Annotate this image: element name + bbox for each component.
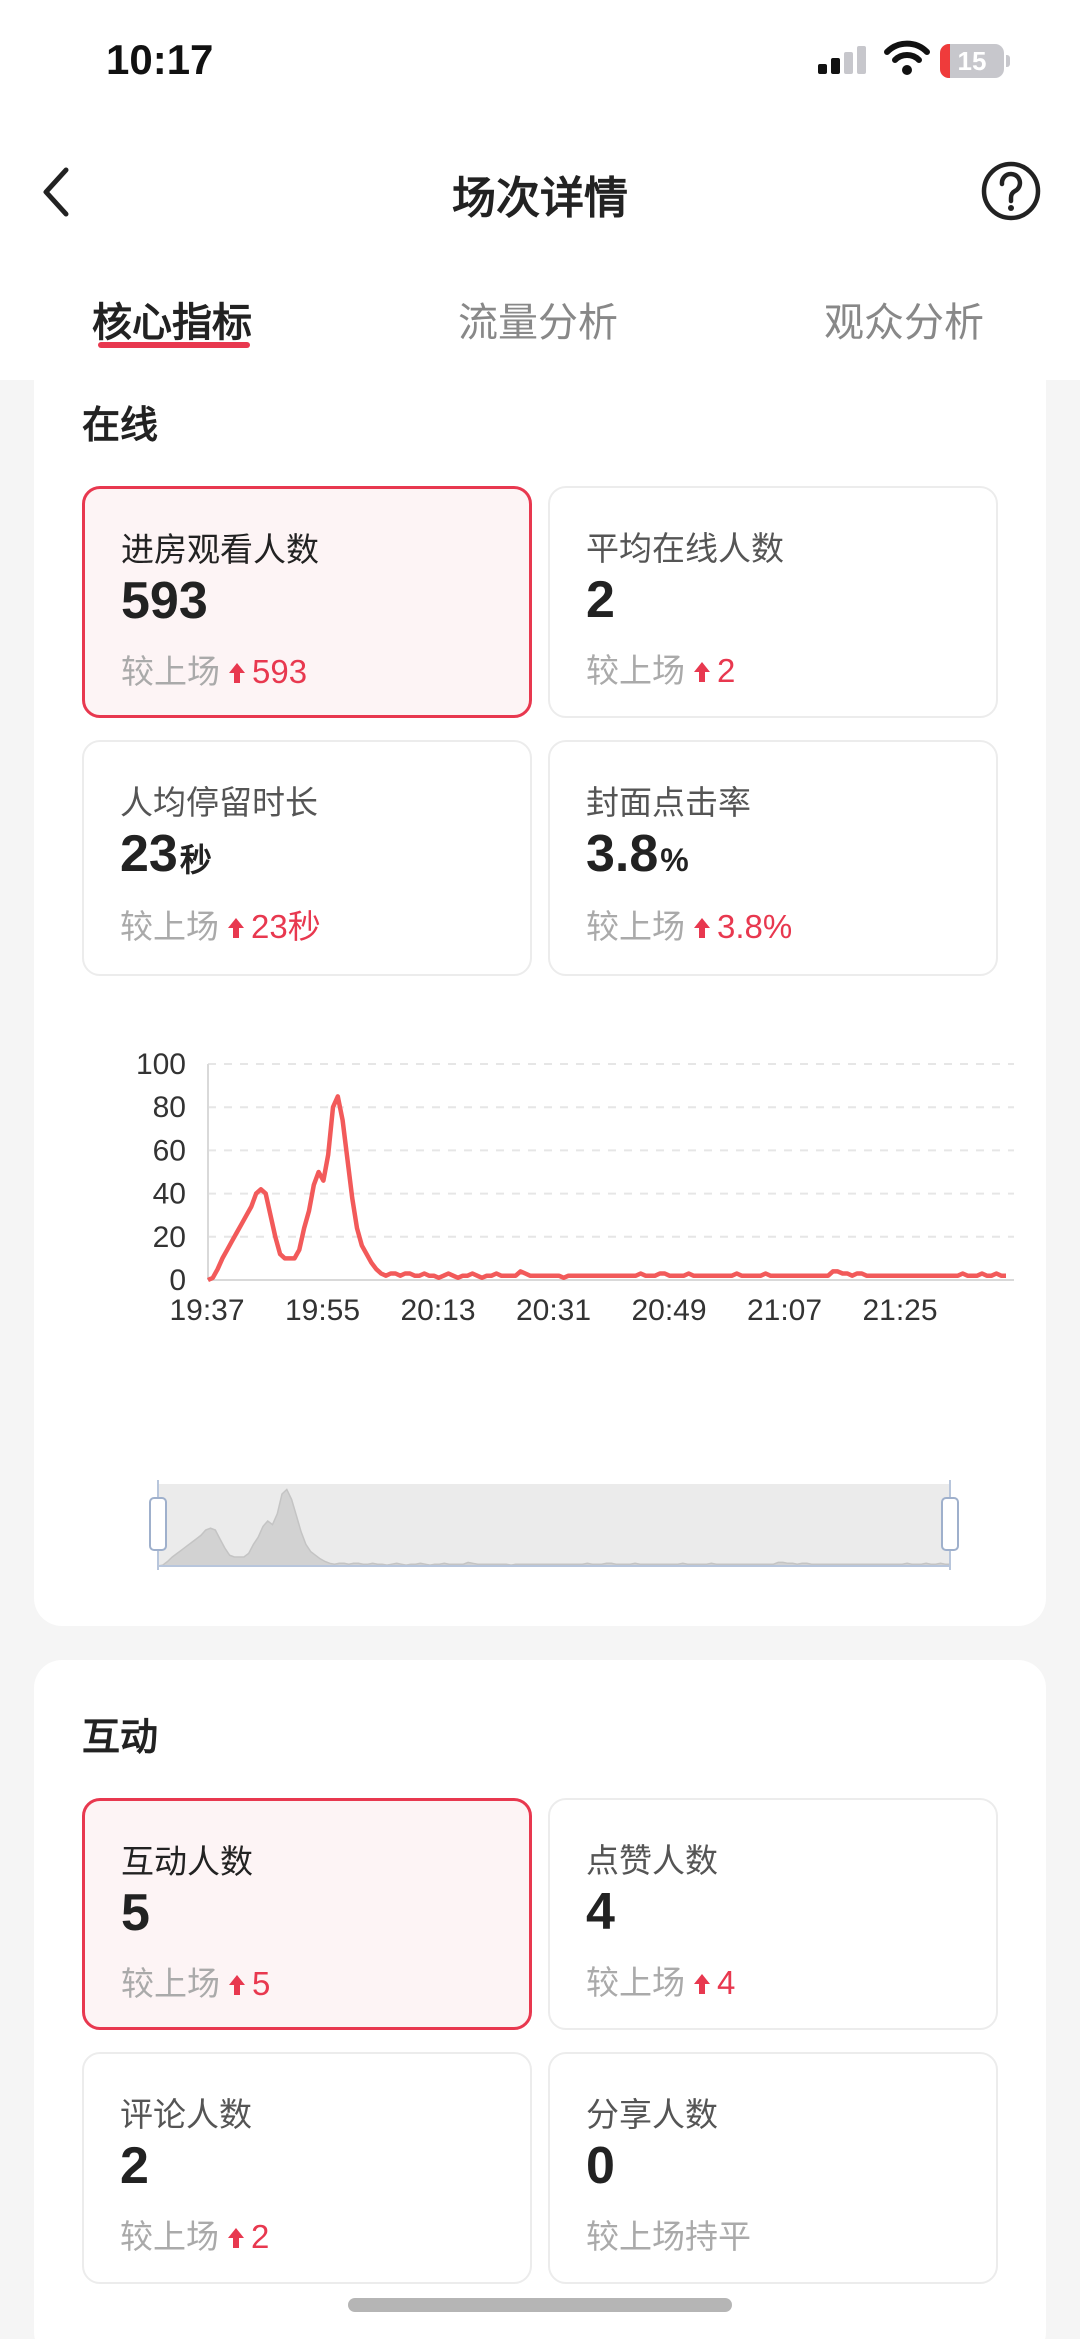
page-title: 场次详情 bbox=[452, 174, 628, 223]
metric-compare: 较上场 5 bbox=[121, 1965, 271, 2002]
metric-card-commenters[interactable]: 评论人数 2 较上场 2 bbox=[82, 2052, 532, 2284]
status-bar: 10:17 15 bbox=[0, 0, 1080, 120]
y-tick-label: 0 bbox=[169, 1264, 186, 1297]
range-handle-right[interactable] bbox=[941, 1497, 959, 1551]
x-tick-label: 19:37 bbox=[169, 1294, 244, 1327]
metric-compare: 较上场 2 bbox=[586, 652, 736, 689]
metric-value: 0 bbox=[586, 2137, 615, 2195]
x-tick-label: 21:07 bbox=[747, 1294, 822, 1327]
tab-traffic-analysis[interactable]: 流量分析 bbox=[458, 301, 618, 345]
x-tick-label: 20:49 bbox=[631, 1294, 706, 1327]
metric-value: 23秒 bbox=[120, 825, 212, 883]
tab-audience-analysis[interactable]: 观众分析 bbox=[824, 301, 984, 345]
back-icon[interactable] bbox=[30, 160, 86, 224]
metric-value: 4 bbox=[586, 1883, 615, 1941]
battery-level-fill bbox=[940, 44, 950, 78]
metric-compare: 较上场 4 bbox=[586, 1964, 736, 2001]
series-line-online bbox=[207, 1094, 1006, 1283]
tab-core-metrics[interactable]: 核心指标 bbox=[92, 301, 252, 345]
metric-label: 平均在线人数 bbox=[586, 530, 784, 567]
metric-label: 封面点击率 bbox=[586, 784, 751, 821]
x-tick-label: 19:55 bbox=[285, 1294, 360, 1327]
x-tick-label: 21:25 bbox=[862, 1294, 937, 1327]
arrow-up-icon bbox=[694, 918, 710, 938]
online-section-title: 在线 bbox=[82, 405, 159, 447]
metric-card-viewers[interactable]: 进房观看人数 593 较上场 593 bbox=[82, 486, 532, 718]
metric-compare: 较上场 3.8% bbox=[586, 908, 793, 945]
tab-active-indicator bbox=[98, 342, 250, 348]
y-tick-label: 60 bbox=[153, 1134, 186, 1167]
arrow-up-icon bbox=[229, 1975, 245, 1995]
metric-value: 2 bbox=[586, 571, 615, 629]
status-time: 10:17 bbox=[106, 36, 214, 83]
metric-value: 593 bbox=[121, 572, 208, 630]
metric-value: 5 bbox=[121, 1884, 150, 1942]
metric-value: 2 bbox=[120, 2137, 149, 2195]
tab-bar: 核心指标 流量分析 观众分析 bbox=[0, 260, 1080, 380]
metric-compare: 较上场 593 bbox=[121, 653, 308, 690]
metric-label: 评论人数 bbox=[120, 2096, 252, 2133]
nav-bar: 场次详情 bbox=[0, 120, 1080, 260]
arrow-up-icon bbox=[694, 1974, 710, 1994]
metric-card-avg-online[interactable]: 平均在线人数 2 较上场 2 bbox=[548, 486, 998, 718]
metric-card-avg-stay[interactable]: 人均停留时长 23秒 较上场 23秒 bbox=[82, 740, 532, 976]
metric-label: 互动人数 bbox=[121, 1843, 253, 1880]
arrow-up-icon bbox=[229, 663, 245, 683]
y-tick-label: 100 bbox=[136, 1048, 186, 1081]
y-tick-label: 20 bbox=[153, 1221, 186, 1254]
metric-compare: 较上场 2 bbox=[120, 2218, 270, 2255]
metric-label: 进房观看人数 bbox=[121, 531, 319, 568]
range-preview-area bbox=[157, 1488, 951, 1567]
online-section: 在线 进房观看人数 593 较上场 593 平均在线人数 2 较上场 2 人均停留时… bbox=[34, 370, 1046, 1626]
interaction-section-title: 互动 bbox=[82, 1717, 159, 1759]
metric-card-cover-ctr[interactable]: 封面点击率 3.8% 较上场 3.8% bbox=[548, 740, 998, 976]
online-line-chart: 100 80 60 40 20 019:37 19:55 20:13 20:31 20:49 21:… bbox=[136, 1048, 1014, 1327]
metric-compare: 较上场持平 bbox=[586, 2218, 751, 2255]
cellular-signal-icon bbox=[818, 46, 866, 74]
help-icon[interactable] bbox=[980, 160, 1042, 222]
range-handle-left[interactable] bbox=[149, 1497, 167, 1551]
y-tick-label: 80 bbox=[153, 1091, 186, 1124]
metric-label: 分享人数 bbox=[586, 2096, 718, 2133]
metric-card-interactors[interactable]: 互动人数 5 较上场 5 bbox=[82, 1798, 532, 2030]
arrow-up-icon bbox=[228, 918, 244, 938]
metric-label: 点赞人数 bbox=[586, 1842, 718, 1879]
arrow-up-icon bbox=[228, 2228, 244, 2248]
time-range-slider[interactable] bbox=[148, 1480, 960, 1570]
metric-card-likers[interactable]: 点赞人数 4 较上场 4 bbox=[548, 1798, 998, 2030]
y-tick-label: 40 bbox=[153, 1178, 186, 1211]
x-tick-label: 20:13 bbox=[400, 1294, 475, 1327]
metric-value: 3.8% bbox=[586, 825, 689, 883]
metric-label: 人均停留时长 bbox=[120, 784, 318, 821]
battery-icon: 15 bbox=[940, 44, 1010, 78]
x-tick-label: 20:31 bbox=[516, 1294, 591, 1327]
metric-compare: 较上场 23秒 bbox=[120, 908, 321, 945]
wifi-icon bbox=[884, 40, 930, 75]
battery-level: 15 bbox=[957, 46, 987, 76]
arrow-up-icon bbox=[694, 662, 710, 682]
interaction-section: 互动 互动人数 5 较上场 5 点赞人数 4 较上场 4 评论人数 2 较上场 2 分… bbox=[34, 1660, 1046, 2339]
metric-card-sharers[interactable]: 分享人数 0 较上场持平 bbox=[548, 2052, 998, 2284]
home-indicator bbox=[348, 2298, 732, 2312]
